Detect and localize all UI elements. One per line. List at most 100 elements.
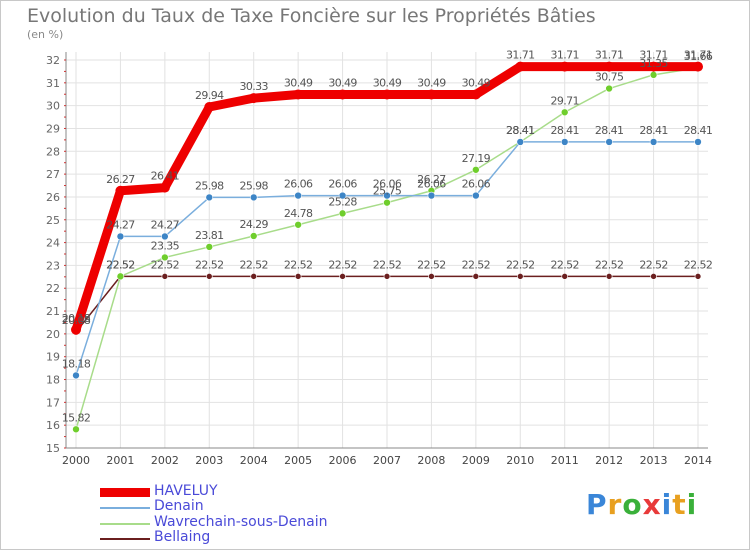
data-point-haveluy — [604, 61, 615, 72]
y-tick-label: 32 — [46, 54, 60, 67]
x-tick-label: 2011 — [551, 454, 579, 467]
data-label-bellaing: 22.52 — [684, 258, 713, 271]
data-point-denain — [72, 371, 80, 380]
data-label-denain: 26.06 — [373, 178, 402, 191]
y-tick-label: 19 — [46, 351, 60, 364]
data-label-bellaing: 22.52 — [239, 258, 268, 271]
logo-letter: i — [686, 488, 698, 521]
data-point-wavrechain-sous-denain — [72, 425, 80, 434]
x-tick-label: 2013 — [640, 454, 668, 467]
data-label-haveluy: 26.41 — [151, 170, 180, 183]
x-tick-label: 2003 — [195, 454, 223, 467]
data-label-bellaing: 22.52 — [106, 258, 135, 271]
data-label-bellaing: 22.52 — [417, 258, 446, 271]
data-label-denain: 26.06 — [284, 178, 313, 191]
data-point-haveluy — [382, 89, 392, 100]
data-label-denain: 24.27 — [151, 218, 180, 231]
data-label-wavrechain-sous-denain: 31.35 — [639, 57, 668, 70]
y-tick-label: 30 — [46, 100, 60, 113]
data-label-haveluy: 31.71 — [506, 49, 535, 62]
data-label-haveluy: 26.27 — [106, 173, 135, 186]
data-label-haveluy: 30.49 — [284, 76, 313, 89]
data-point-bellaing — [383, 273, 391, 280]
data-point-bellaing — [605, 273, 613, 280]
data-label-bellaing: 22.52 — [195, 258, 224, 271]
y-tick-label: 28 — [46, 145, 60, 158]
logo-letter: P — [586, 488, 608, 521]
data-point-bellaing — [516, 273, 524, 280]
y-tick-label: 26 — [46, 191, 60, 204]
data-label-denain: 25.98 — [195, 179, 224, 192]
x-tick-label: 2001 — [106, 454, 134, 467]
data-label-haveluy: 31.71 — [639, 49, 668, 62]
data-point-bellaing — [205, 273, 213, 280]
data-point-denain — [472, 191, 480, 200]
data-label-denain: 28.41 — [550, 124, 579, 137]
logo-letter: r — [607, 488, 623, 521]
data-point-haveluy — [204, 102, 215, 113]
data-point-haveluy — [648, 61, 659, 72]
data-point-denain — [427, 191, 436, 200]
legend-label-bellaing: Bellaing — [154, 529, 211, 545]
data-point-haveluy — [159, 182, 170, 193]
data-point-denain — [694, 138, 702, 146]
y-tick-label: 23 — [46, 259, 60, 272]
data-label-bellaing: 22.52 — [550, 258, 579, 271]
data-label-denain: 28.41 — [595, 124, 624, 137]
data-point-haveluy — [470, 89, 481, 100]
data-point-wavrechain-sous-denain — [205, 243, 214, 251]
y-tick-label: 31 — [46, 77, 60, 90]
legend-label-denain: Denain — [154, 498, 204, 514]
data-label-wavrechain-sous-denain: 15.82 — [62, 411, 91, 424]
x-tick-label: 2000 — [62, 454, 90, 467]
data-point-wavrechain-sous-denain — [472, 165, 480, 174]
data-label-denain: 25.98 — [239, 179, 268, 192]
data-label-bellaing: 22.52 — [151, 258, 180, 271]
data-label-haveluy: 31.71 — [595, 49, 624, 62]
data-point-wavrechain-sous-denain — [116, 272, 125, 281]
data-point-wavrechain-sous-denain — [294, 220, 302, 229]
data-point-bellaing — [428, 273, 435, 280]
y-tick-label: 25 — [46, 214, 60, 227]
data-point-bellaing — [472, 273, 480, 280]
data-point-wavrechain-sous-denain — [249, 232, 258, 240]
data-label-wavrechain-sous-denain: 29.71 — [550, 94, 579, 107]
data-point-denain — [338, 191, 347, 200]
y-tick-label: 18 — [46, 374, 60, 387]
y-tick-label: 21 — [46, 305, 60, 318]
data-label-wavrechain-sous-denain: 30.75 — [595, 71, 624, 84]
data-label-denain: 26.06 — [417, 178, 446, 191]
data-point-denain — [383, 191, 391, 200]
data-point-bellaing — [694, 273, 702, 280]
data-point-denain — [605, 138, 613, 146]
data-label-wavrechain-sous-denain: 22.52 — [106, 258, 135, 271]
x-tick-label: 2010 — [506, 454, 534, 467]
data-point-wavrechain-sous-denain — [605, 84, 613, 93]
data-label-bellaing: 22.52 — [595, 258, 624, 271]
x-tick-label: 2012 — [595, 454, 623, 467]
data-point-denain — [649, 138, 658, 146]
y-axis-unit: (en %) — [27, 28, 64, 41]
data-label-haveluy: 31.71 — [684, 49, 713, 62]
data-point-haveluy — [693, 61, 703, 72]
x-tick-label: 2014 — [684, 454, 712, 467]
data-point-haveluy — [337, 89, 348, 100]
logo-letter: t — [672, 488, 687, 521]
data-label-wavrechain-sous-denain: 31.66 — [684, 50, 713, 63]
data-point-haveluy — [559, 61, 570, 72]
data-label-haveluy: 31.71 — [550, 49, 579, 62]
data-point-haveluy — [71, 324, 81, 335]
data-point-haveluy — [293, 89, 304, 100]
data-point-bellaing — [650, 273, 657, 280]
data-label-haveluy: 30.33 — [239, 80, 268, 93]
y-tick-label: 24 — [46, 237, 60, 250]
data-label-denain: 28.41 — [506, 124, 535, 137]
legend-label-haveluy: HAVELUY — [154, 483, 218, 499]
chart-title: Evolution du Taux de Taxe Foncière sur l… — [27, 5, 596, 27]
data-label-bellaing: 22.52 — [462, 258, 491, 271]
data-point-bellaing — [339, 273, 346, 280]
y-tick-label: 20 — [46, 328, 60, 341]
data-point-denain — [116, 232, 125, 241]
data-point-bellaing — [250, 273, 258, 280]
